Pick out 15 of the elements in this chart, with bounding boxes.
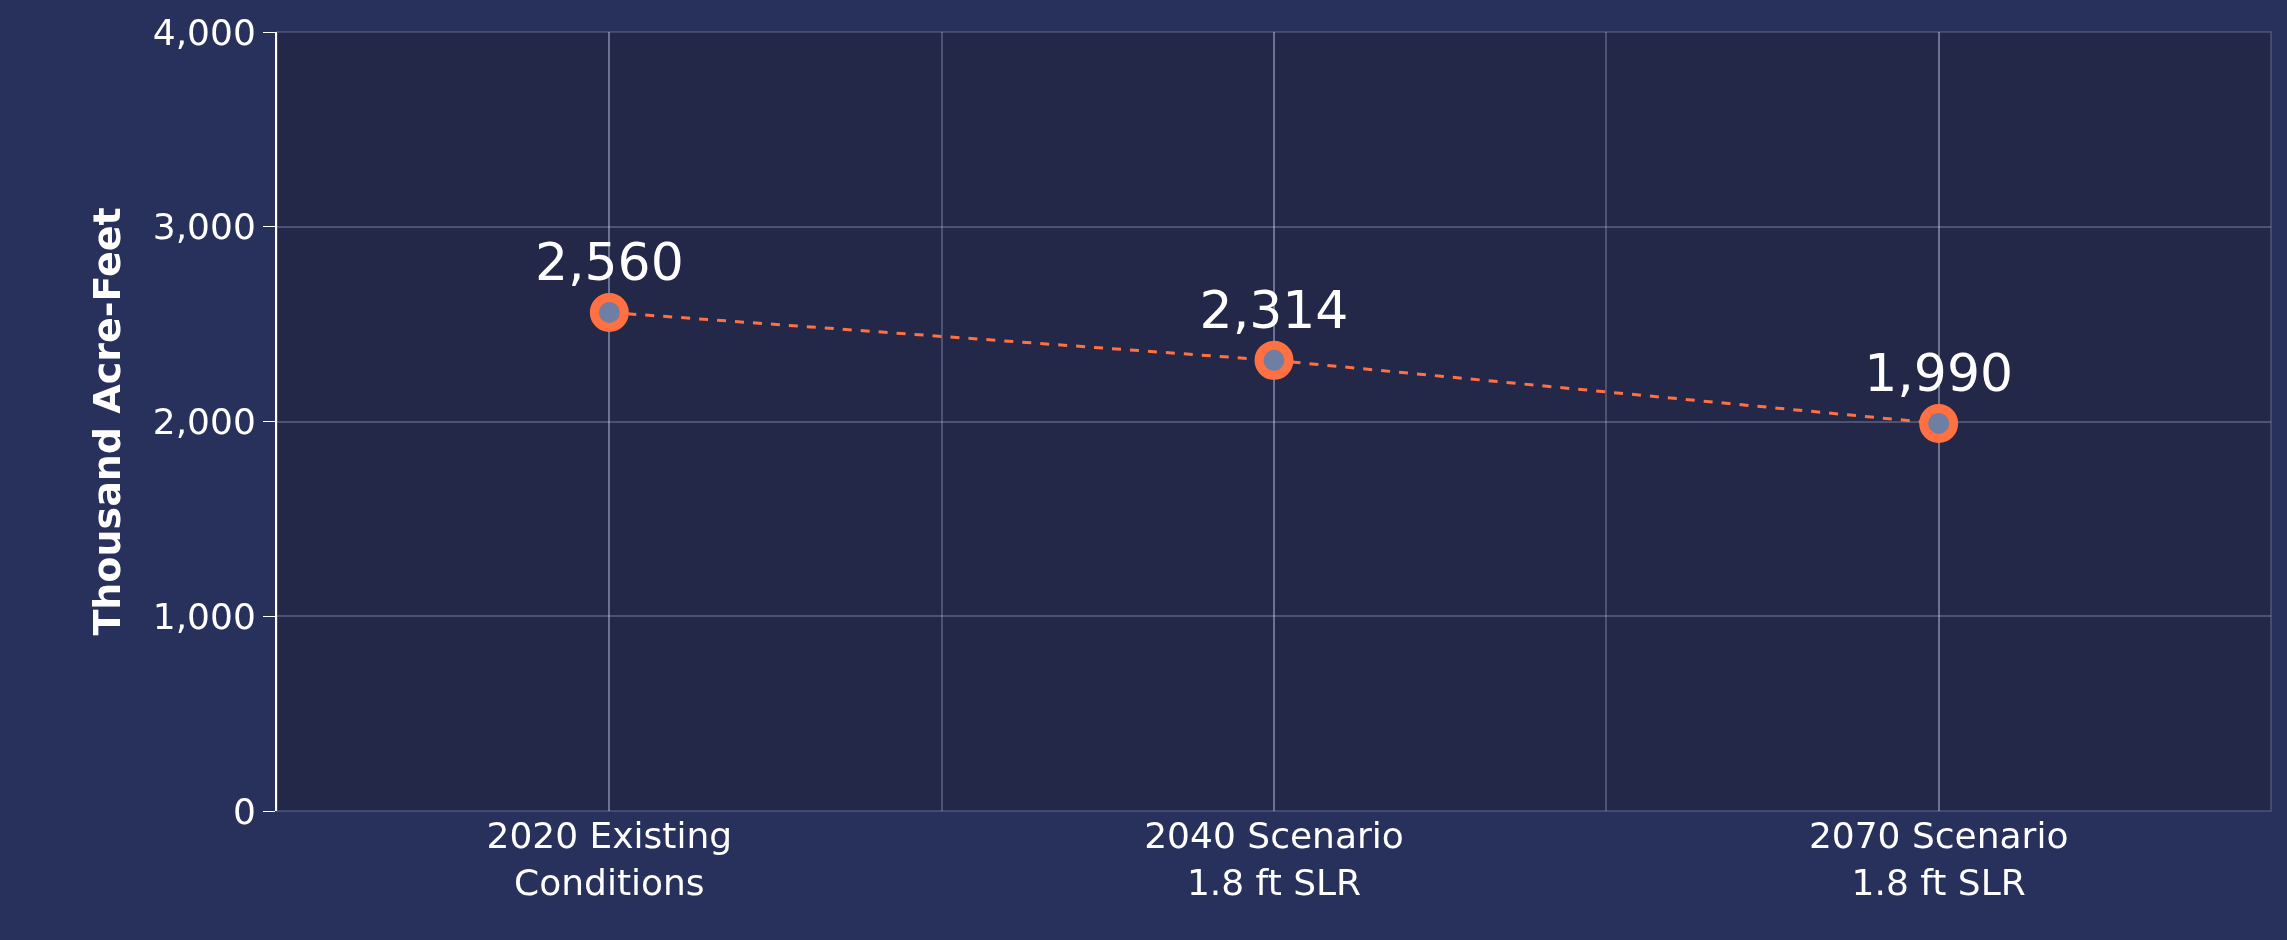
x-tick-label: 2070 Scenario 1.8 ft SLR <box>1808 815 2069 903</box>
y-axis-title: Thousand Acre-Feet <box>85 207 130 636</box>
y-tick-label: 0 <box>232 790 256 832</box>
x-tick-label: 2020 Existing Conditions <box>486 815 733 903</box>
point <box>589 292 629 332</box>
data-label: 2,560 <box>534 231 684 292</box>
point <box>1919 403 1959 443</box>
data-label: 2,314 <box>1199 279 1349 340</box>
point <box>1254 340 1294 380</box>
y-tick-label: 2,000 <box>152 401 256 443</box>
x-tick-label: 2040 Scenario 1.8 ft SLR <box>1144 815 1404 903</box>
data-label: 1,990 <box>1864 342 2014 403</box>
y-tick-label: 3,000 <box>152 206 256 248</box>
y-tick-label: 1,000 <box>152 595 256 637</box>
y-tick-label: 4,000 <box>152 11 256 53</box>
